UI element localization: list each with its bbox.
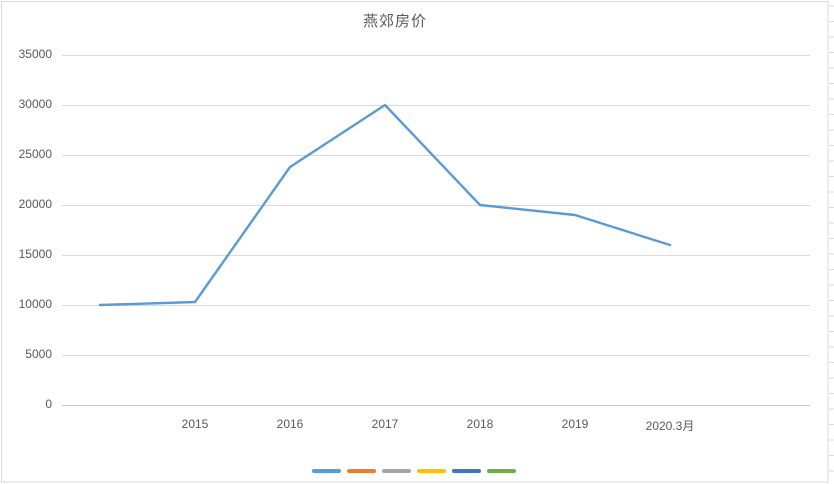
legend-swatch-4[interactable] <box>417 469 446 473</box>
x-tick-label-2015: 2015 <box>181 417 209 431</box>
legend-swatch-5[interactable] <box>452 469 481 473</box>
y-tick-label-15000: 15000 <box>18 247 52 261</box>
gridlines <box>62 55 810 406</box>
y-tick-label-20000: 20000 <box>18 197 52 211</box>
x-tick-label-2017: 2017 <box>371 417 399 431</box>
x-tick-label-2016: 2016 <box>276 417 304 431</box>
chart-title: 燕郊房价 <box>362 13 427 30</box>
legend-swatch-1[interactable] <box>312 469 341 473</box>
worksheet-edge-rowlines <box>829 5 834 472</box>
legend-swatch-3[interactable] <box>382 469 411 473</box>
x-tick-label-2019: 2019 <box>561 417 589 431</box>
y-tick-label-25000: 25000 <box>18 147 52 161</box>
y-tick-label-35000: 35000 <box>18 47 52 61</box>
y-tick-label-10000: 10000 <box>18 297 52 311</box>
series-line-price[interactable] <box>98 103 672 307</box>
x-tick-label-2018: 2018 <box>466 417 494 431</box>
y-tick-label-5000: 5000 <box>25 347 52 361</box>
y-tick-label-30000: 30000 <box>18 97 52 111</box>
x-tick-label-2020.3月: 2020.3月 <box>645 419 695 433</box>
legend-swatch-6[interactable] <box>487 469 516 473</box>
chart-legend[interactable] <box>312 468 522 474</box>
y-tick-label-0: 0 <box>45 397 52 411</box>
legend-swatch-2[interactable] <box>347 469 376 473</box>
